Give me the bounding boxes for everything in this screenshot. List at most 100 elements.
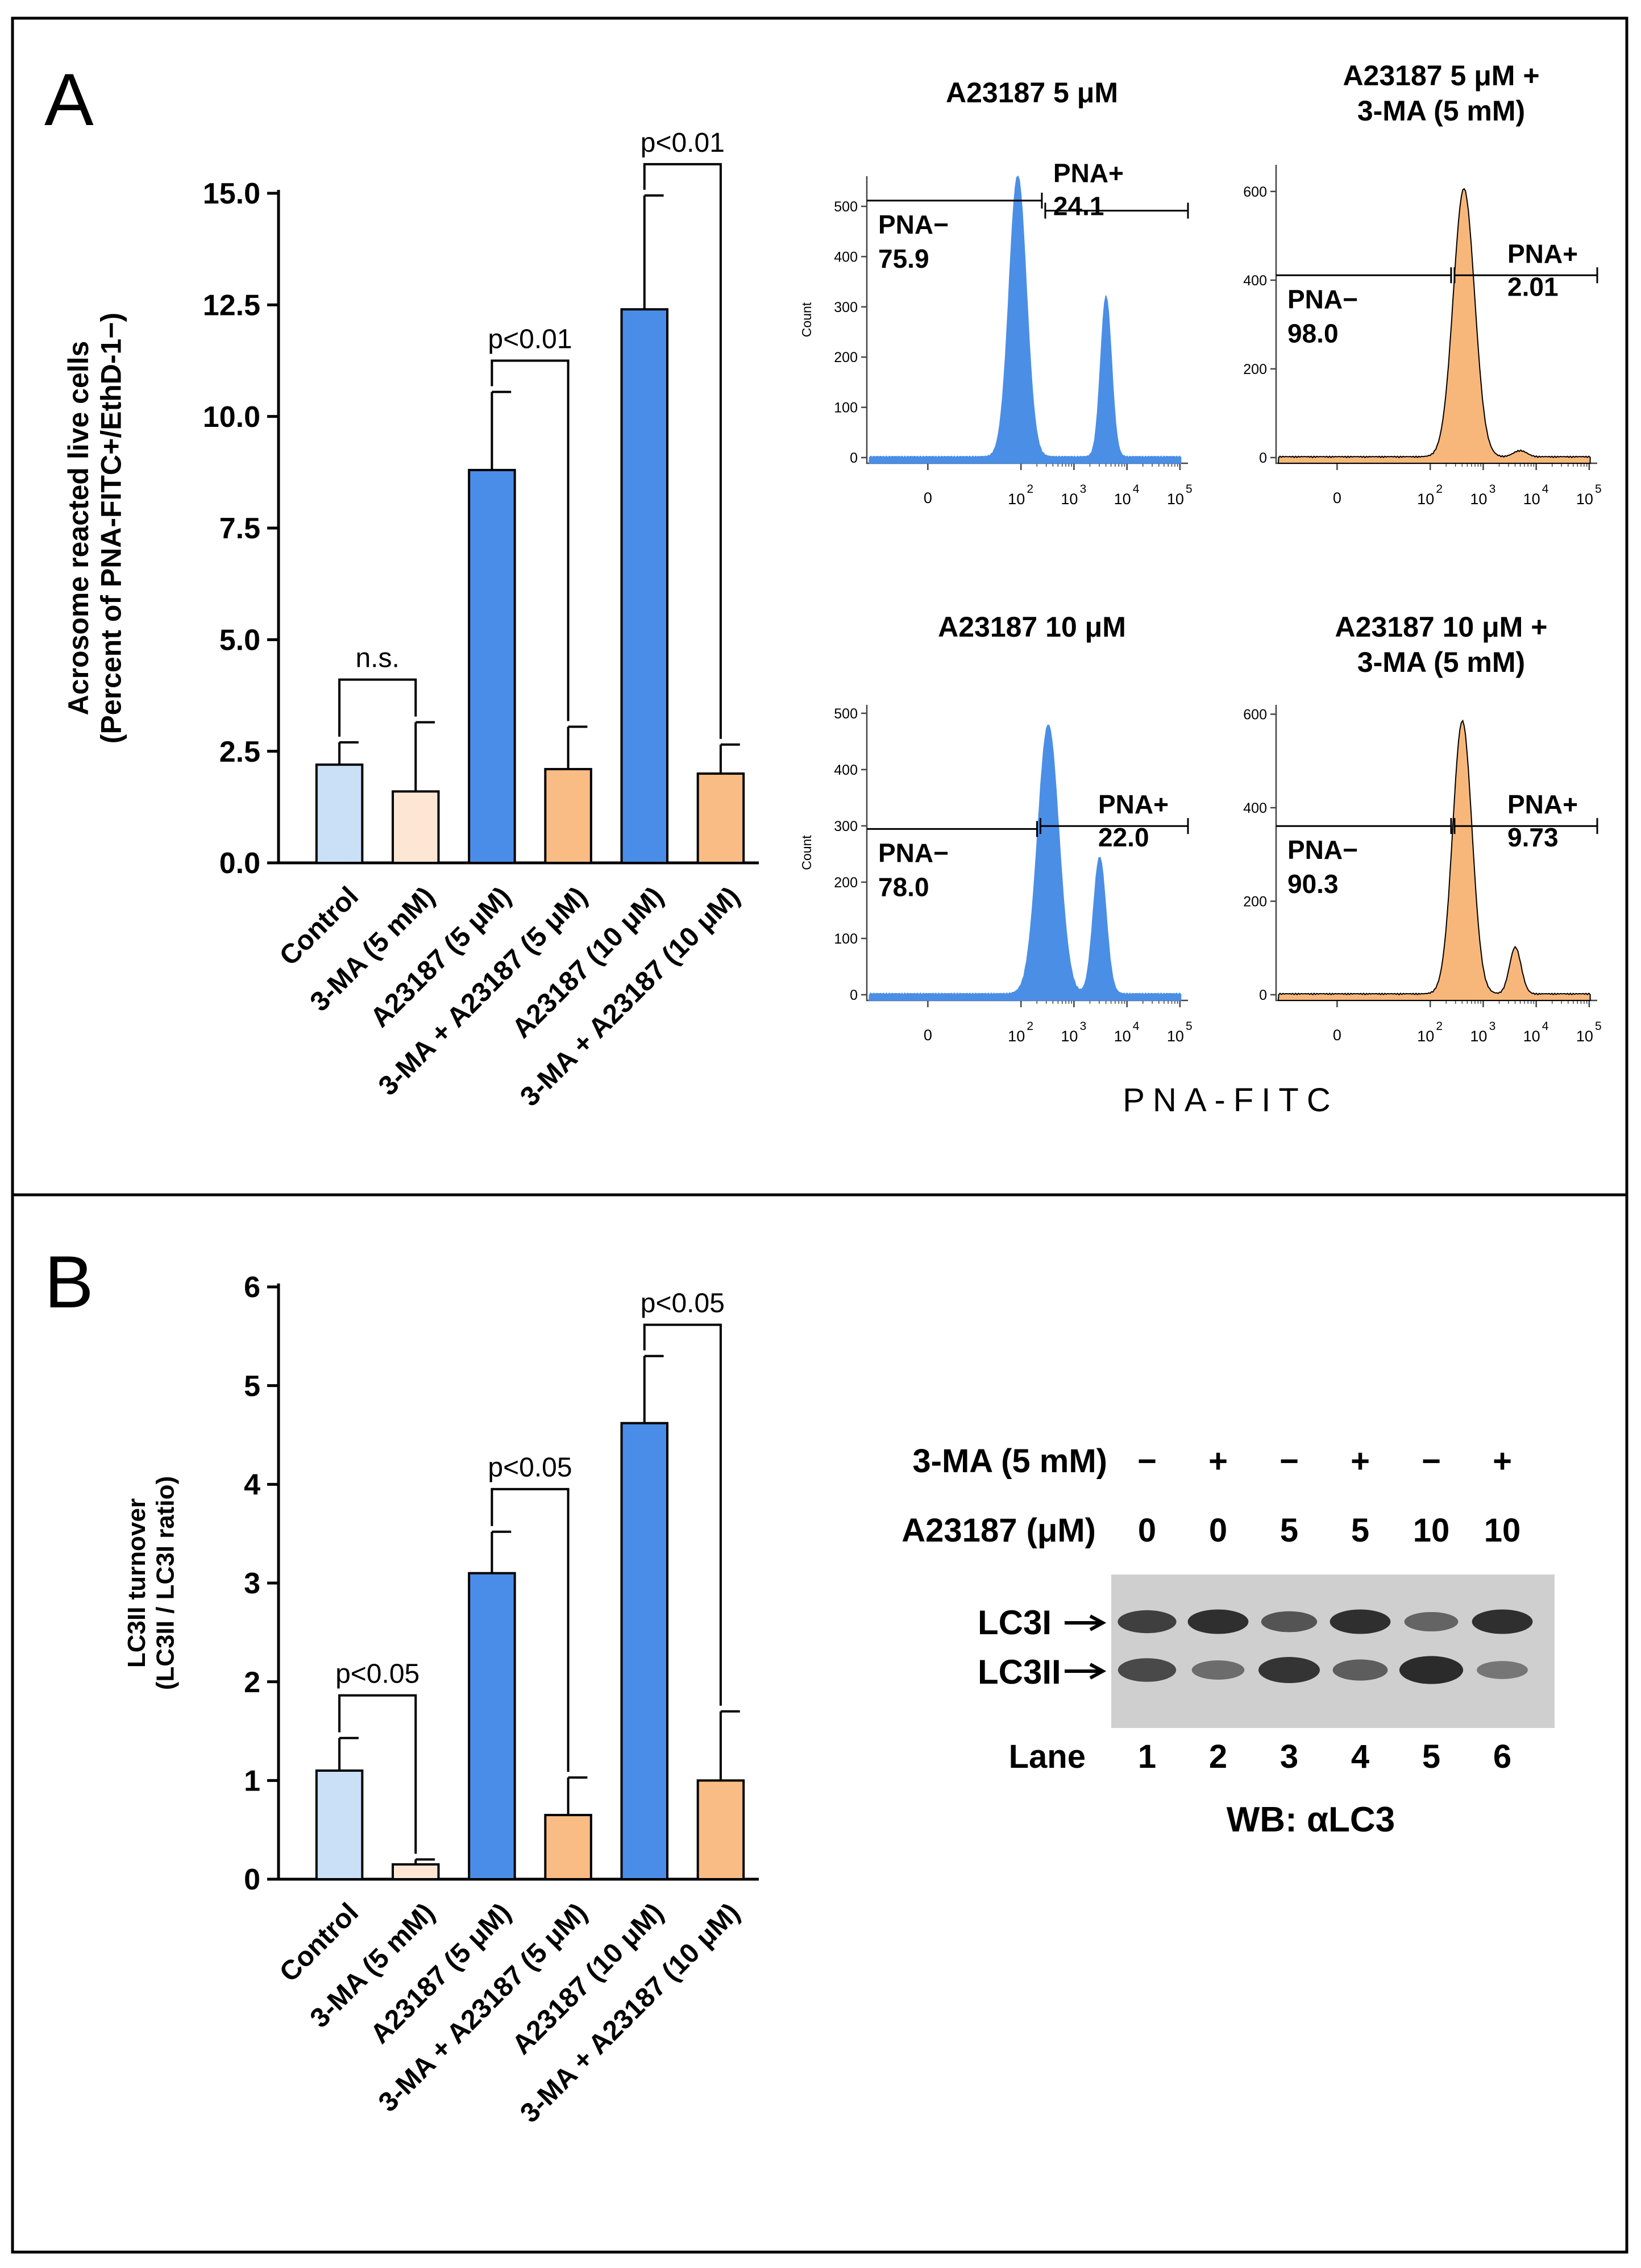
histogram-y-tick-label: 200 <box>1243 362 1267 377</box>
histogram-x-tick-label: 10 <box>1061 491 1078 508</box>
histogram-title: A23187 5 μM + <box>1343 60 1539 92</box>
y-axis-title-2: (Percent of PNA-FITC+/EthD-1−) <box>95 313 127 743</box>
significance-bracket <box>338 1694 417 1854</box>
western-blot: 3-MA (5 mM) A23187 (μM) − + − + − +0 0 5 5 10 10 LC3I… <box>901 1443 1555 1839</box>
significance-label: p<0.05 <box>641 1289 725 1319</box>
histogram-x-tick-label: 10 <box>1470 1028 1487 1045</box>
gate-positive-label: PNA+ <box>1507 790 1578 819</box>
histogram-curve <box>869 724 1182 1001</box>
gate-positive-value: 22.0 <box>1098 823 1149 852</box>
band-lc3i <box>1117 1610 1177 1634</box>
significance-label: p<0.01 <box>641 128 725 158</box>
histogram-x-tick-label: 10 <box>1470 491 1487 508</box>
histogram-y-tick-label: 400 <box>834 762 858 778</box>
blot-row1-value: + <box>1493 1443 1512 1480</box>
y-tick-label: 3 <box>244 1567 260 1600</box>
histogram-x-tick-exponent: 2 <box>1436 483 1443 496</box>
significance-bracket <box>643 163 722 739</box>
bar <box>315 1769 364 1880</box>
hist-x-axis-title: PNA-FITC <box>1123 1082 1338 1119</box>
lane-number: 6 <box>1493 1738 1511 1775</box>
blot-row1-value: + <box>1351 1443 1370 1480</box>
histogram-x-tick-exponent: 4 <box>1542 483 1549 496</box>
bar <box>620 308 668 864</box>
lane-number: 2 <box>1209 1738 1227 1775</box>
significance-bracket <box>491 359 570 721</box>
lane-number: 4 <box>1351 1738 1369 1775</box>
histogram-x-tick-label: 10 <box>1576 1028 1593 1045</box>
histogram-x-tick-exponent: 3 <box>1489 1020 1496 1033</box>
histogram-x-tick-label: 10 <box>1114 491 1131 508</box>
bar <box>392 1863 440 1880</box>
y-tick-label: 5 <box>244 1370 260 1403</box>
band-lc3ii <box>1332 1659 1388 1681</box>
band-lc3i <box>1472 1609 1533 1634</box>
y-tick-label: 10.0 <box>203 401 260 434</box>
bar <box>468 1572 516 1880</box>
histogram-x-tick-label: 10 <box>1576 491 1593 508</box>
histogram-x-tick-exponent: 5 <box>1186 483 1193 496</box>
bar <box>392 790 440 865</box>
histogram-x-tick-label: 10 <box>1417 491 1434 508</box>
significance-bracket <box>491 1488 570 1772</box>
blot-row2-value: 5 <box>1280 1512 1298 1549</box>
lane-label: Lane <box>1009 1738 1086 1775</box>
histogram-x-tick-exponent: 5 <box>1186 1020 1193 1033</box>
histogram-x-tick-label: 10 <box>1167 1028 1184 1045</box>
histogram-y-tick-label: 0 <box>850 987 858 1003</box>
blot-footer: WB: αLC3 <box>1227 1800 1395 1839</box>
gate-negative-label: PNA− <box>878 210 949 239</box>
y-tick-label: 15.0 <box>203 177 260 210</box>
gate-positive-label: PNA+ <box>1507 239 1578 268</box>
histogram-y-tick-label: 400 <box>834 249 858 265</box>
blot-row2-label: A23187 (μM) <box>901 1512 1096 1549</box>
y-tick-label: 6 <box>244 1271 260 1304</box>
histogram-x-tick-exponent: 5 <box>1595 1020 1602 1033</box>
band-lc3ii <box>1191 1660 1245 1680</box>
gate-negative-label: PNA− <box>1287 284 1358 314</box>
bar <box>468 468 516 864</box>
histogram-x-tick-exponent: 3 <box>1080 483 1087 496</box>
arrow-icon <box>1065 1663 1107 1680</box>
histogram-x-tick-exponent: 2 <box>1027 483 1033 496</box>
histogram-y-tick-label: 100 <box>834 931 858 947</box>
histogram-y-tick-label: 200 <box>834 875 858 891</box>
significance-label: p<0.05 <box>335 1659 419 1689</box>
blot-row1-label: 3-MA (5 mM) <box>912 1443 1107 1480</box>
gate-negative-value: 78.0 <box>878 872 929 902</box>
histogram-y-tick-label: 300 <box>834 300 858 315</box>
category-label: A23187 (5 μM) <box>364 1897 517 2050</box>
histogram-curve <box>1277 188 1591 464</box>
gate-negative-label: PNA− <box>878 838 949 867</box>
histogram-y-tick-label: 100 <box>834 400 858 416</box>
histogram-y-title: Count <box>799 835 814 870</box>
histogram-x-tick-exponent: 4 <box>1542 1020 1549 1033</box>
blot-row2-value: 10 <box>1413 1512 1450 1549</box>
y-axis-title: Acrosome reacted live cells <box>63 341 94 716</box>
histogram-x-tick-exponent: 2 <box>1027 1020 1033 1033</box>
y-tick-label: 5.0 <box>219 624 260 657</box>
gate-positive-label: PNA+ <box>1098 790 1169 819</box>
blot-row2-value: 0 <box>1209 1512 1227 1549</box>
y-axis-title: LC3II turnover <box>123 1498 151 1668</box>
y-tick-label: 2.5 <box>219 736 260 769</box>
histogram-x-tick-label: 10 <box>1417 1028 1434 1045</box>
panel-a-letter: A <box>44 58 94 141</box>
blot-row1-value: − <box>1137 1443 1157 1480</box>
y-tick-label: 12.5 <box>203 289 260 322</box>
histogram-x-tick-exponent: 2 <box>1436 1020 1443 1033</box>
bar-chart-acrosome: 0.0 2.5 5.0 7.5 10.0 12.5 15.0 Acrosome reacted… <box>63 128 759 1112</box>
arrow-icon <box>1065 1614 1107 1631</box>
histogram-x-tick-label: 10 <box>1061 1028 1078 1045</box>
significance-bracket <box>643 1323 722 1706</box>
bar-chart-lc3-turnover: 0 1 2 3 4 5 6 LC3II turnover (LC3II / LC3I ratio… <box>123 1271 759 2129</box>
significance-label: p<0.01 <box>488 324 572 354</box>
histogram-y-tick-label: 0 <box>1259 450 1267 466</box>
histogram-y-tick-label: 0 <box>1259 987 1267 1003</box>
band-lc3ii <box>1258 1657 1320 1683</box>
histogram-x-tick-label: 0 <box>1333 1027 1341 1044</box>
y-tick-label: 0.0 <box>219 847 260 880</box>
panel-b-letter: B <box>44 1240 94 1323</box>
